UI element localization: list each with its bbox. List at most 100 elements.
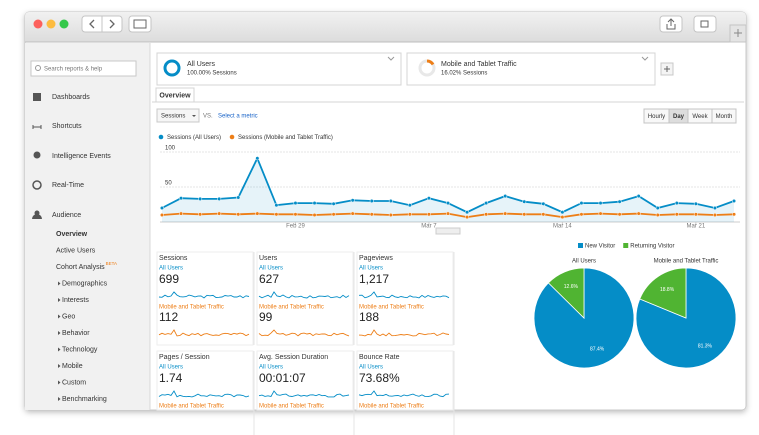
area: [162, 158, 734, 222]
segment-label: All Users: [159, 365, 183, 371]
metric-value: 99: [259, 310, 273, 324]
point: [465, 210, 470, 215]
sparkline: [158, 291, 250, 299]
legend-swatch: [623, 243, 629, 248]
point: [503, 211, 508, 216]
audience-item[interactable]: Overview: [56, 231, 88, 238]
point: [350, 198, 355, 203]
audience-item[interactable]: Mobile: [62, 363, 83, 370]
expand-arrow: [58, 347, 61, 352]
chart-collapse-handle[interactable]: [435, 227, 461, 235]
metric-value: 112: [159, 310, 178, 324]
audience-item[interactable]: Behavior: [62, 330, 90, 337]
expand-arrow: [58, 281, 61, 286]
point: [274, 212, 279, 217]
segment-donut-arc: [426, 59, 435, 66]
vs-label: VS.: [203, 114, 213, 120]
segment-card[interactable]: [156, 52, 402, 86]
audience-item[interactable]: Cohort Analysis: [56, 264, 105, 271]
forward-button[interactable]: [109, 19, 115, 29]
segment-card[interactable]: [406, 52, 656, 86]
point: [579, 201, 584, 206]
point: [560, 215, 565, 220]
audience-item[interactable]: Geo: [62, 313, 75, 320]
audience-item[interactable]: Custom: [62, 379, 86, 386]
point: [636, 211, 641, 216]
shortcuts-icon: [32, 125, 42, 129]
segment-name: Mobile and Tablet Traffic: [441, 61, 517, 68]
point: [236, 212, 241, 217]
metric-card: [356, 350, 454, 411]
metric-name: Sessions: [159, 255, 188, 262]
minimize-button[interactable]: [46, 19, 56, 29]
point: [484, 201, 489, 206]
x-tick-label: Feb 29: [286, 224, 305, 230]
period-button[interactable]: [711, 108, 737, 124]
point: [522, 199, 527, 204]
point: [579, 212, 584, 217]
close-button[interactable]: [33, 19, 43, 29]
point: [617, 212, 622, 217]
sparkline: [258, 291, 350, 299]
sidebar-item[interactable]: Intelligence Events: [52, 153, 111, 160]
tab-label: Overview: [159, 92, 191, 99]
pie-slice: [639, 267, 687, 319]
sparkline: [258, 329, 350, 337]
audience-item[interactable]: Active Users: [56, 247, 96, 254]
audience-item[interactable]: Technology: [62, 346, 98, 353]
toolbar: [25, 12, 746, 42]
segment-label: Mobile and Tablet Traffic: [259, 404, 324, 410]
segment-label: All Users: [159, 266, 183, 272]
period-label: Day: [673, 114, 685, 120]
sidebar-item[interactable]: Real-Time: [52, 182, 84, 189]
search-box[interactable]: [30, 60, 137, 77]
sidebar-item[interactable]: Shortcuts: [52, 123, 82, 130]
tabs-button[interactable]: [693, 15, 717, 33]
metric-card: [156, 251, 254, 346]
point: [236, 195, 241, 200]
select-metric-link[interactable]: Select a metric: [218, 114, 258, 120]
legend-label: New Visitor: [585, 244, 615, 250]
back-button[interactable]: [89, 19, 95, 29]
sidebar-item[interactable]: Audience: [52, 212, 81, 219]
point: [179, 211, 184, 216]
pie-slice: [547, 267, 585, 319]
audience-item[interactable]: Demographics: [62, 280, 108, 287]
zoom-button[interactable]: [59, 19, 69, 29]
metric-name: Bounce Rate: [359, 354, 400, 361]
segment-label: All Users: [359, 365, 383, 371]
expand-arrow: [58, 314, 61, 319]
dashboards-icon: [33, 93, 41, 101]
point: [293, 201, 298, 206]
period-label: Month: [716, 114, 733, 120]
point: [179, 196, 184, 201]
point: [407, 203, 412, 208]
point: [445, 201, 451, 206]
tab[interactable]: [155, 87, 195, 103]
metric-dropdown[interactable]: [156, 108, 200, 123]
beta-badge: BETA: [106, 261, 117, 266]
x-tick-label: Mar 21: [687, 224, 706, 230]
dropdown-arrow: [192, 115, 196, 117]
sidebar-icon: [133, 19, 147, 29]
audience-item[interactable]: Interests: [62, 297, 89, 304]
audience-icon-head: [34, 210, 40, 216]
point: [636, 194, 641, 199]
point: [312, 201, 317, 206]
point: [503, 194, 508, 199]
point: [293, 212, 298, 217]
segment-chevron[interactable]: [387, 56, 395, 61]
point: [712, 212, 717, 218]
point: [217, 196, 222, 201]
point: [712, 205, 717, 211]
sidebar-item[interactable]: Dashboards: [52, 94, 90, 101]
point: [465, 215, 470, 220]
segment-chevron[interactable]: [641, 56, 649, 61]
point: [693, 201, 698, 206]
sidebar-toggle[interactable]: [128, 15, 152, 33]
point: [217, 211, 222, 216]
audience-item[interactable]: Benchmarking: [62, 396, 107, 403]
tabs-icon: [700, 20, 709, 28]
point: [484, 212, 489, 217]
